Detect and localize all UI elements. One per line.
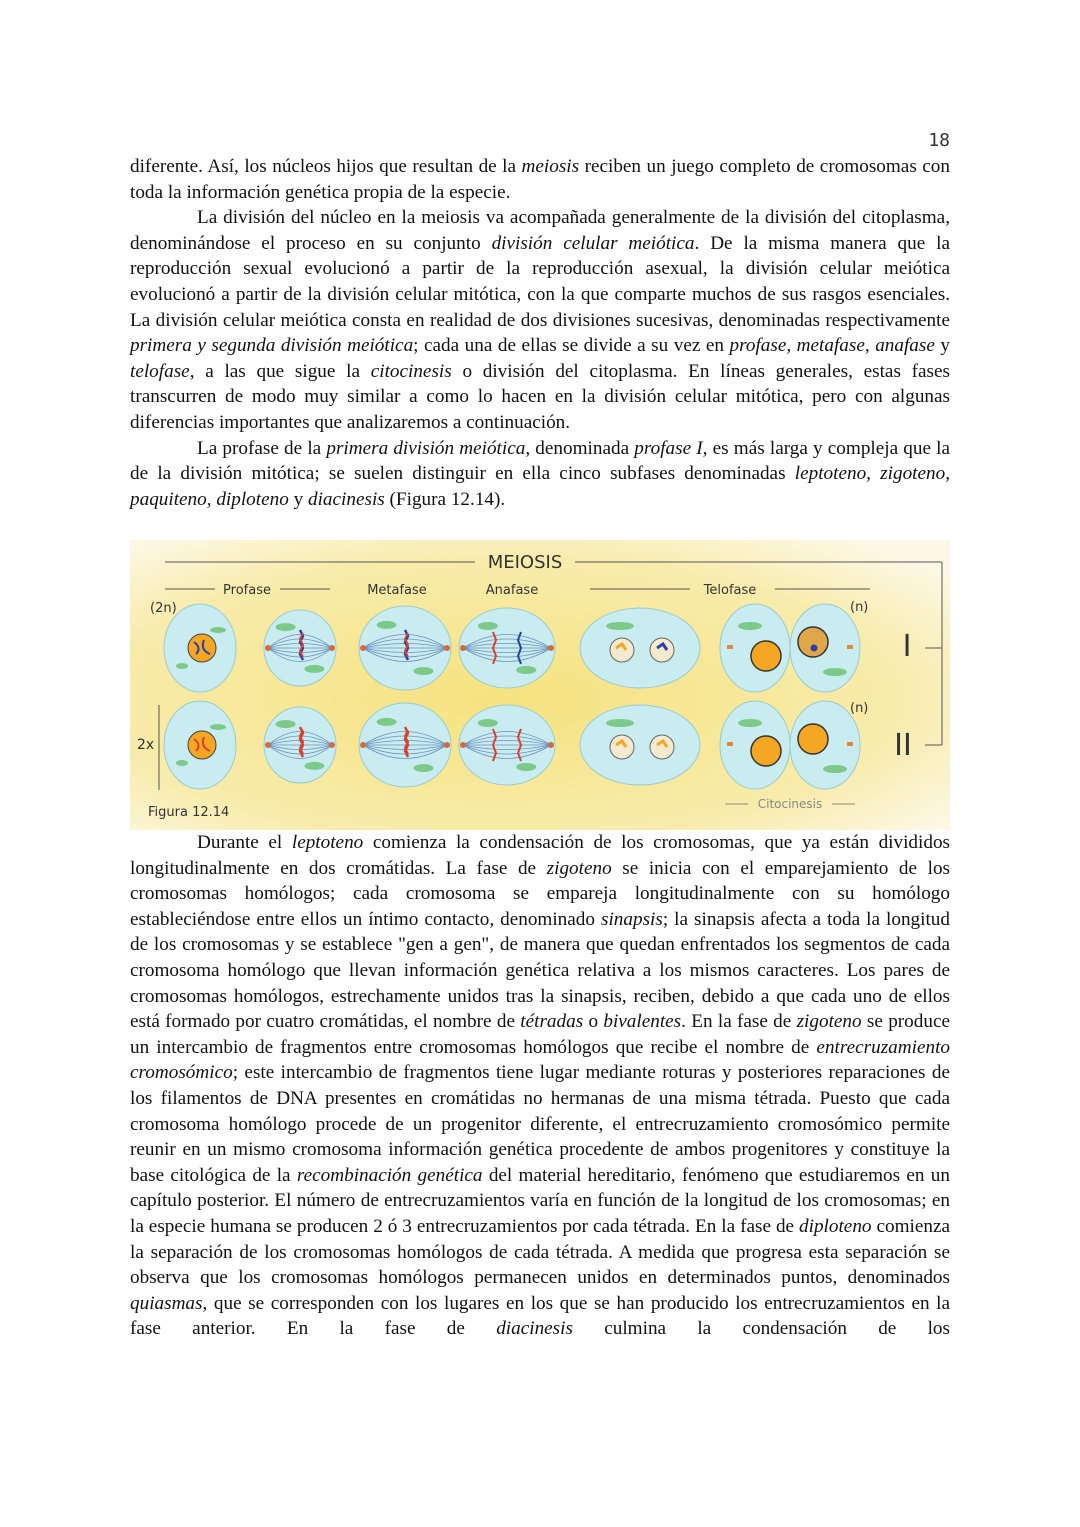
text-run: . En la fase de [681, 1011, 797, 1033]
italic-term: profase, metafase, anafase [729, 335, 935, 357]
italic-term: tétradas [520, 1011, 584, 1033]
italic-term: leptoteno, zigoteno, paquiteno, diploten… [130, 463, 950, 510]
text-run: diferente. Así, los núcleos hijos que re… [130, 156, 522, 177]
paragraph: diferente. Así, los núcleos hijos que re… [130, 154, 950, 205]
page-number: 18 [928, 130, 950, 151]
text-run: ; este intercambio de fragmentos tiene l… [130, 1062, 950, 1186]
text-run: , es más larga y compleja que la de la d… [130, 437, 951, 485]
cytokinesis-label: Citocinesis [758, 797, 823, 811]
italic-term: diploteno [799, 1215, 872, 1237]
text-run: ; cada una de ellas se divide a su vez e… [413, 335, 730, 357]
text-run: , a las que sigue la [189, 360, 371, 382]
text-run: reciben un juego completo de cromosomas … [130, 156, 950, 203]
text-run: o [583, 1011, 604, 1033]
daughter-cells [719, 603, 861, 693]
italic-term: división celular meiótica [491, 232, 695, 254]
italic-term: citocinesis [370, 360, 452, 382]
text-run: La división del núcleo en la meiosis va … [130, 207, 950, 254]
text-run: o división del citoplasma. En líneas gen… [130, 360, 950, 433]
italic-term: diacinesis [496, 1318, 573, 1340]
paragraph: La división del núcleo en la meiosis va … [130, 205, 950, 435]
italic-term: zigoteno [796, 1011, 862, 1033]
daughter-cells [719, 700, 861, 790]
text-run: , denominada [525, 437, 635, 459]
text-run: . De la misma manera que la reproducción… [130, 232, 950, 331]
italic-term: primera y segunda división meiótica [130, 335, 414, 357]
italic-term: sinapsis [600, 908, 663, 930]
phase-label-profase: Profase [223, 583, 271, 598]
prometaphase-cell [263, 706, 337, 784]
italic-term: profase I [634, 437, 703, 459]
prophase-cell [163, 700, 237, 790]
text-run: Durante el [197, 832, 292, 853]
phase-label-metafase: Metafase [367, 583, 427, 598]
figure-caption: Figura 12.14 [148, 805, 229, 820]
body-text-bottom: Durante el leptoteno comienza la condens… [130, 830, 950, 1342]
text-run: y [288, 488, 308, 510]
ploidy-n-label-2: (n) [850, 701, 868, 716]
metaphase-cell [358, 702, 452, 788]
prometaphase-cell [263, 609, 337, 687]
text-run: comienza la condensación de los cromosom… [130, 832, 951, 879]
anaphase-cell [458, 607, 556, 689]
repeat-2x-label: 2x [137, 737, 154, 753]
italic-term: primera división meiótica [326, 437, 526, 459]
paragraph: Durante el leptoteno comienza la condens… [130, 830, 950, 1342]
division-I-label: I [903, 629, 912, 664]
italic-term: entrecruzamiento cromosómico [130, 1036, 950, 1084]
italic-term: diacinesis [308, 488, 385, 510]
prophase-cell [163, 603, 237, 693]
italic-term: bivalentes [603, 1011, 682, 1033]
italic-term: telofase [130, 360, 190, 382]
text-run: La profase de la [197, 437, 327, 459]
ploidy-n-label-1: (n) [850, 600, 868, 615]
phase-label-anafase: Anafase [486, 583, 538, 598]
text-run: ; la sinapsis afecta a toda la longitud … [130, 908, 950, 1033]
text-run: , que se corresponden con los lugares en… [130, 1292, 950, 1340]
text-run: y [934, 335, 950, 357]
italic-term: quiasmas [130, 1292, 203, 1314]
text-run: culmina la condensación de los [572, 1318, 950, 1340]
italic-term: leptoteno [291, 832, 364, 853]
anaphase-cell [458, 704, 556, 786]
figure-lines [158, 561, 943, 805]
text-run: (Figura 12.14). [384, 488, 506, 510]
paragraph: La profase de la primera división meióti… [130, 436, 950, 513]
telophase-cell [579, 704, 701, 786]
ploidy-2n-label: (2n) [150, 601, 177, 616]
phase-label-telofase: Telofase [703, 583, 757, 598]
figure-title: MEIOSIS [488, 552, 563, 573]
telophase-cell [579, 607, 701, 689]
text-run: del material hereditario, fenómeno que e… [130, 1164, 950, 1237]
italic-term: meiosis [521, 156, 580, 177]
italic-term: recombinación genética [296, 1164, 483, 1186]
text-run: comienza la separación de los cromosomas… [130, 1215, 950, 1289]
meiosis-figure: MEIOSIS Profase Metafase Anafase Telofas… [130, 540, 950, 830]
body-text-top: diferente. Así, los núcleos hijos que re… [130, 154, 950, 512]
text-run: se produce un intercambio de fragmentos … [130, 1011, 950, 1058]
metaphase-cell [358, 605, 452, 691]
text-run: se inicia con el emparejamiento de los c… [130, 857, 950, 930]
italic-term: zigoteno [546, 857, 612, 879]
division-II-label: II [894, 728, 912, 763]
